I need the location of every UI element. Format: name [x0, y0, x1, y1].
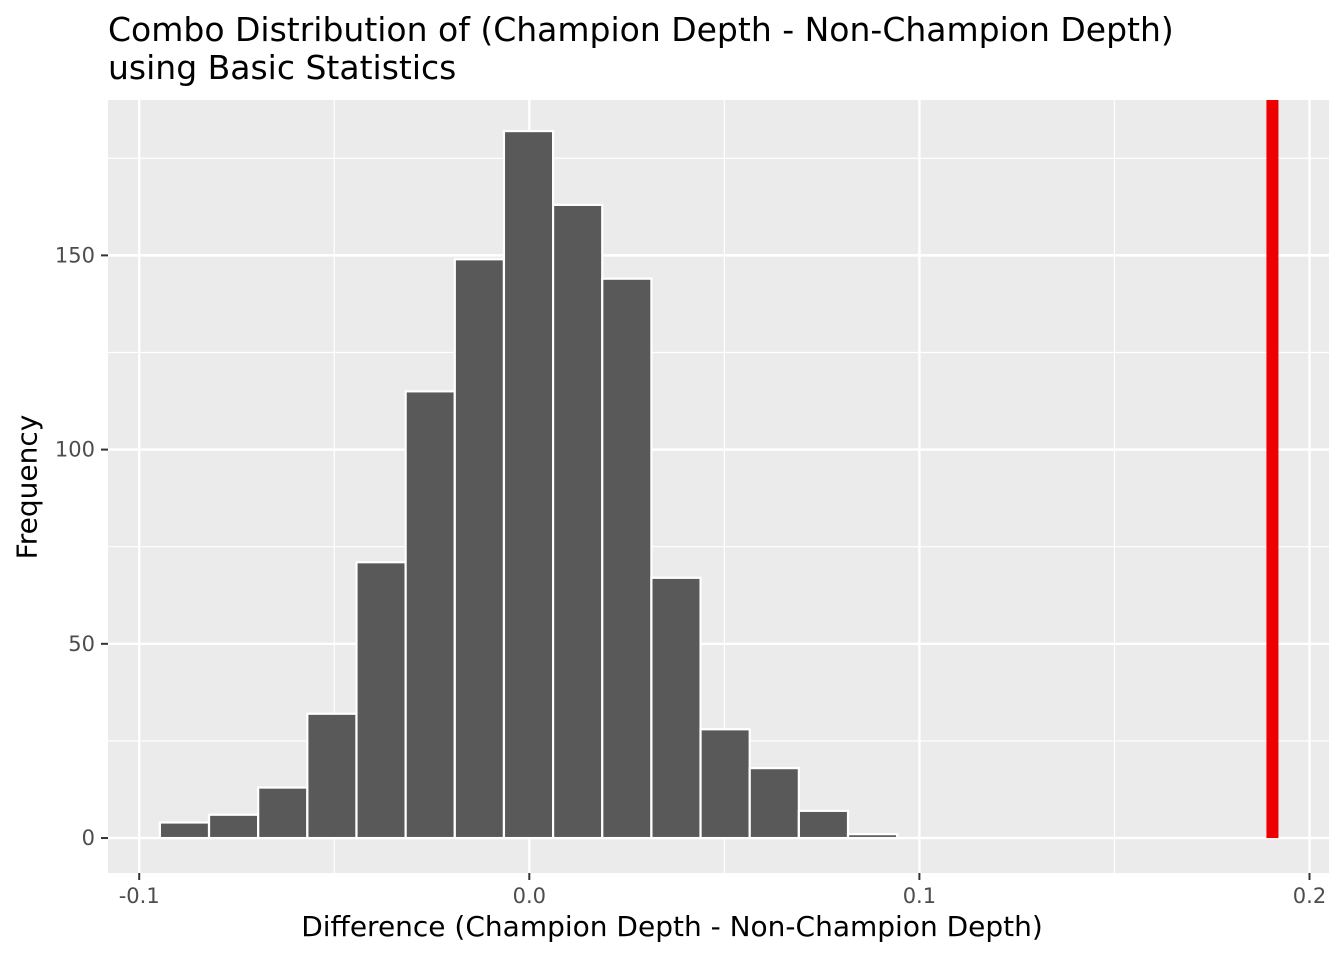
y-axis-label: Frequency	[10, 414, 44, 560]
histogram-bar	[453, 258, 506, 840]
histogram-bar	[846, 833, 899, 840]
x-tick-label: 0.1	[903, 884, 936, 908]
histogram-bar	[355, 561, 407, 840]
histogram-bar	[797, 809, 850, 840]
histogram-bar	[551, 203, 604, 840]
y-tick-label: 150	[55, 243, 95, 267]
x-axis-label: Difference (Champion Depth - Non-Champio…	[301, 910, 1043, 943]
chart-title: Combo Distribution of (Champion Depth - …	[108, 10, 1174, 49]
histogram-bar	[404, 390, 456, 840]
histogram-bars	[158, 129, 899, 840]
histogram-bar	[601, 277, 653, 840]
histogram-bar	[257, 786, 309, 840]
histogram-bar	[158, 821, 211, 840]
y-axis: 0 50 100 150	[55, 243, 108, 850]
histogram-bar	[502, 129, 555, 840]
histogram-bar	[748, 767, 800, 840]
x-tick-label: -0.1	[119, 884, 160, 908]
reference-line	[1266, 100, 1279, 839]
x-tick-label: 0.0	[513, 884, 546, 908]
histogram-bar	[306, 712, 358, 840]
y-tick-label: 100	[55, 438, 95, 462]
x-tick-label: 0.2	[1293, 884, 1326, 908]
x-axis: -0.1 0.0 0.1 0.2	[119, 873, 1326, 908]
histogram-bar	[207, 813, 260, 840]
chart-subtitle: using Basic Statistics	[108, 48, 457, 87]
reference-line-group	[1266, 100, 1279, 839]
y-tick-label: 0	[82, 826, 95, 850]
y-tick-label: 50	[68, 632, 95, 656]
histogram-bar	[699, 728, 751, 840]
histogram-bar	[650, 576, 702, 840]
